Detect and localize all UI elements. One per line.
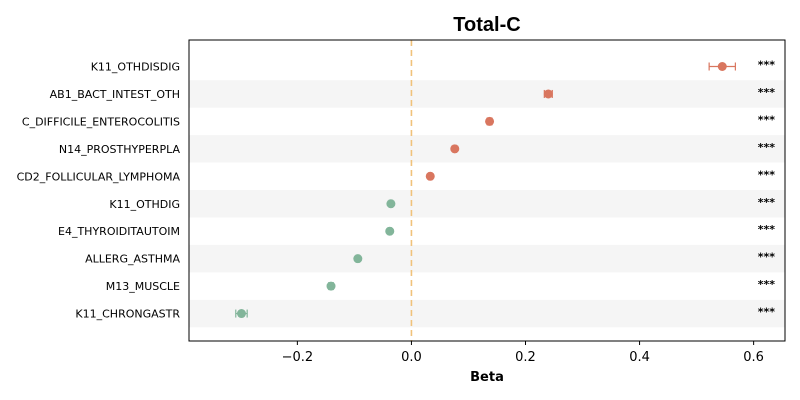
row-shade [189, 135, 785, 163]
point-group [235, 309, 248, 319]
point-group [425, 171, 435, 181]
points-layer [235, 62, 736, 319]
point-group [708, 62, 736, 71]
x-tick-label: 0.2 [515, 350, 536, 365]
chart-title: Total-C [453, 14, 520, 36]
x-tick-label: −0.2 [282, 350, 314, 365]
data-point [386, 199, 396, 209]
category-label: N14_PROSTHYPERPLA [59, 143, 181, 156]
data-point [543, 89, 553, 99]
significance-label: *** [758, 168, 776, 181]
category-label: AB1_BACT_INTEST_OTH [50, 88, 180, 101]
point-group [353, 254, 363, 264]
significance-label: *** [758, 223, 776, 236]
row-shade [189, 299, 785, 328]
significance-label: *** [758, 141, 776, 154]
data-point [236, 309, 246, 319]
category-label: E4_THYROIDITAUTOIM [58, 225, 180, 238]
point-group [543, 89, 553, 99]
x-axis: −0.2 0.0 0.2 0.4 0.6 [282, 341, 764, 365]
row-shading-layer [189, 80, 785, 328]
point-group [485, 116, 495, 126]
significance-label: *** [758, 196, 776, 209]
data-point [425, 171, 435, 181]
data-point [326, 281, 336, 291]
data-point [450, 144, 460, 154]
significance-label: *** [758, 59, 776, 72]
category-label: ALLERG_ASTHMA [85, 253, 180, 266]
category-label: M13_MUSCLE [106, 280, 180, 293]
significance-label: *** [758, 86, 776, 99]
data-point [353, 254, 363, 264]
significance-label: *** [758, 113, 776, 126]
x-tick-label: 0.4 [629, 350, 650, 365]
data-point [485, 116, 495, 126]
plot-frame [188, 39, 786, 342]
data-point [717, 62, 727, 71]
category-label: K11_CHRONGASTR [75, 308, 180, 321]
x-tick-label: 0.6 [743, 350, 764, 365]
row-shade [189, 244, 785, 273]
row-shade [189, 80, 785, 108]
row-shade [189, 190, 785, 218]
x-tick-label: 0.0 [401, 350, 422, 365]
category-label: K11_OTHDISDIG [91, 61, 180, 74]
significance-layer: *** *** *** *** *** *** *** *** *** *** [758, 59, 776, 319]
significance-label: *** [758, 278, 776, 291]
category-label: C_DIFFICILE_ENTEROCOLITIS [22, 115, 180, 128]
x-axis-label: Beta [470, 370, 504, 385]
point-group [450, 144, 460, 154]
point-group [385, 226, 395, 236]
category-labels-layer: K11_OTHDISDIG AB1_BACT_INTEST_OTH C_DIFFIC… [17, 61, 181, 321]
significance-label: *** [758, 306, 776, 319]
data-point [385, 226, 395, 236]
category-label: K11_OTHDIG [109, 198, 180, 211]
significance-label: *** [758, 251, 776, 264]
category-label: CD2_FOLLICULAR_LYMPHOMA [17, 170, 181, 183]
point-group [386, 199, 396, 209]
point-group [326, 281, 336, 291]
